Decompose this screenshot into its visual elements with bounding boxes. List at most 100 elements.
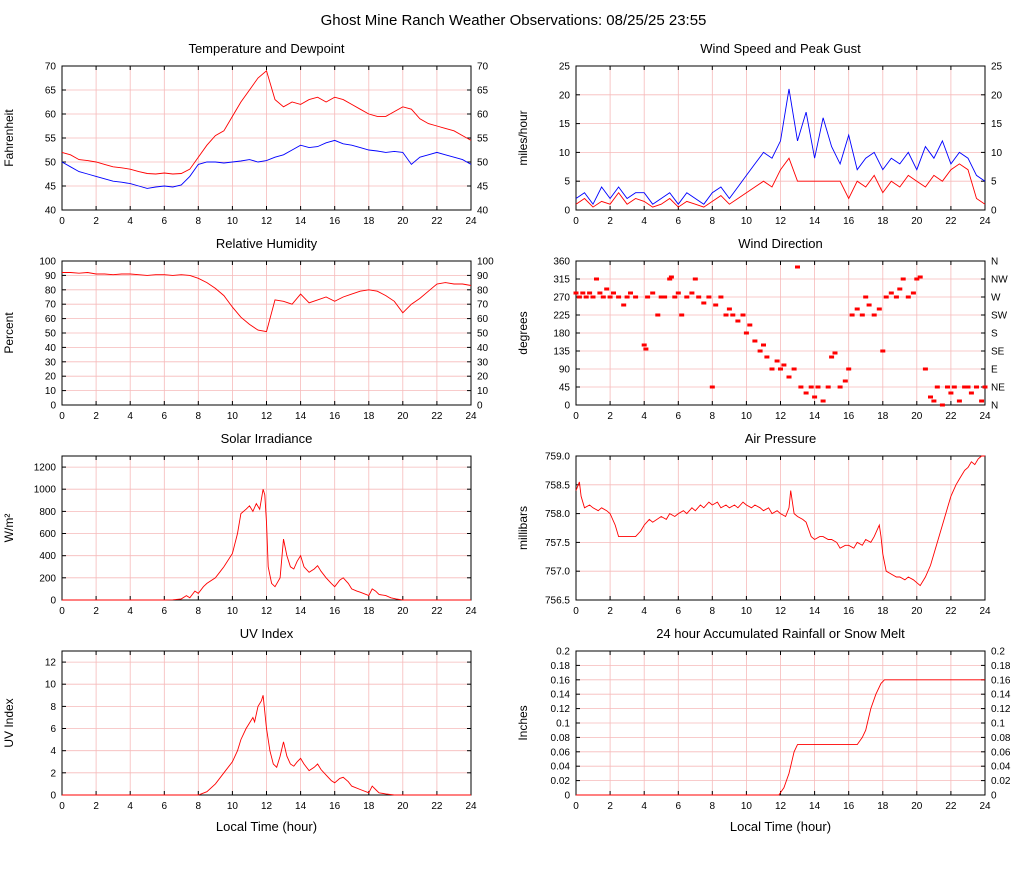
svg-text:16: 16 bbox=[843, 801, 855, 812]
svg-text:24: 24 bbox=[465, 216, 477, 227]
plot-border bbox=[61, 260, 472, 406]
axis-ticks bbox=[575, 455, 986, 601]
svg-text:12: 12 bbox=[261, 606, 273, 617]
svg-text:4: 4 bbox=[127, 411, 133, 422]
svg-text:0: 0 bbox=[991, 206, 997, 217]
svg-text:315: 315 bbox=[553, 275, 570, 286]
svg-text:22: 22 bbox=[431, 216, 443, 227]
svg-text:40: 40 bbox=[45, 206, 57, 217]
svg-text:0.2: 0.2 bbox=[556, 647, 570, 658]
svg-text:1000: 1000 bbox=[34, 485, 57, 496]
svg-text:90: 90 bbox=[559, 365, 571, 376]
svg-text:12: 12 bbox=[775, 801, 787, 812]
svg-text:0: 0 bbox=[59, 411, 65, 422]
chart-title: 24 hour Accumulated Rainfall or Snow Mel… bbox=[656, 626, 905, 641]
svg-text:24: 24 bbox=[465, 606, 477, 617]
svg-text:10: 10 bbox=[227, 411, 239, 422]
svg-text:12: 12 bbox=[775, 606, 787, 617]
svg-text:45: 45 bbox=[45, 182, 57, 193]
svg-text:0: 0 bbox=[59, 606, 65, 617]
svg-text:40: 40 bbox=[477, 343, 489, 354]
svg-text:S: S bbox=[991, 329, 998, 340]
svg-text:2: 2 bbox=[93, 216, 99, 227]
svg-text:25: 25 bbox=[559, 62, 571, 73]
y-axis-label: UV Index bbox=[2, 698, 16, 747]
svg-text:24: 24 bbox=[979, 216, 991, 227]
svg-text:E: E bbox=[991, 365, 998, 376]
svg-text:6: 6 bbox=[162, 606, 168, 617]
svg-text:18: 18 bbox=[877, 411, 889, 422]
svg-text:6: 6 bbox=[162, 801, 168, 812]
svg-text:20: 20 bbox=[991, 90, 1003, 101]
svg-text:SE: SE bbox=[991, 347, 1005, 358]
svg-text:14: 14 bbox=[809, 411, 821, 422]
series-accumulated-rainfall bbox=[576, 679, 985, 796]
svg-text:2: 2 bbox=[93, 411, 99, 422]
svg-text:22: 22 bbox=[945, 411, 957, 422]
tick-labels: 0 2 4 6 8 10 12 14 16 18 20 22 240459013518022527031… bbox=[553, 257, 1008, 423]
svg-text:65: 65 bbox=[45, 86, 57, 97]
svg-text:180: 180 bbox=[553, 329, 570, 340]
svg-text:22: 22 bbox=[431, 411, 443, 422]
svg-text:0: 0 bbox=[564, 206, 570, 217]
svg-text:14: 14 bbox=[295, 801, 307, 812]
grid-lines bbox=[61, 65, 472, 211]
svg-text:0.12: 0.12 bbox=[551, 704, 571, 715]
x-axis-label: Local Time (hour) bbox=[215, 819, 318, 834]
svg-text:12: 12 bbox=[775, 411, 787, 422]
svg-text:8: 8 bbox=[710, 411, 716, 422]
svg-text:8: 8 bbox=[710, 801, 716, 812]
chart-title: Solar Irradiance bbox=[220, 431, 313, 446]
svg-text:20: 20 bbox=[397, 606, 409, 617]
svg-text:14: 14 bbox=[809, 606, 821, 617]
tick-labels: 0 2 4 6 8 10 12 14 16 18 20 22 24756.5757.0757.5758.… bbox=[545, 452, 991, 618]
y-axis-label: Fahrenheit bbox=[2, 109, 16, 167]
svg-text:8: 8 bbox=[196, 216, 202, 227]
svg-text:24: 24 bbox=[979, 801, 991, 812]
series-solar-irradiance bbox=[62, 489, 471, 601]
svg-text:100: 100 bbox=[477, 257, 494, 268]
chart-title: Temperature and Dewpoint bbox=[188, 41, 345, 56]
svg-text:1200: 1200 bbox=[34, 463, 57, 474]
svg-text:4: 4 bbox=[127, 216, 133, 227]
svg-text:2: 2 bbox=[93, 801, 99, 812]
svg-text:20: 20 bbox=[911, 216, 923, 227]
svg-text:0: 0 bbox=[59, 216, 65, 227]
plot-border bbox=[61, 65, 472, 211]
svg-text:0: 0 bbox=[564, 401, 570, 412]
grid-lines bbox=[61, 651, 472, 796]
tick-labels: 0 2 4 6 8 10 12 14 16 18 20 22 240102030405060708090… bbox=[39, 257, 494, 423]
svg-text:0: 0 bbox=[573, 216, 579, 227]
weather-dashboard: Ghost Mine Ranch Weather Observations: 0… bbox=[2, 12, 1027, 834]
svg-text:8: 8 bbox=[196, 411, 202, 422]
svg-text:4: 4 bbox=[641, 216, 647, 227]
svg-text:0: 0 bbox=[50, 791, 56, 802]
x-axis-label: Local Time (hour) bbox=[729, 819, 832, 834]
svg-text:16: 16 bbox=[329, 801, 341, 812]
svg-text:20: 20 bbox=[397, 411, 409, 422]
svg-text:18: 18 bbox=[363, 606, 375, 617]
svg-text:20: 20 bbox=[477, 372, 489, 383]
svg-text:18: 18 bbox=[363, 411, 375, 422]
svg-text:12: 12 bbox=[261, 801, 273, 812]
series-air-pressure bbox=[575, 455, 985, 587]
svg-text:4: 4 bbox=[127, 801, 133, 812]
svg-text:4: 4 bbox=[127, 606, 133, 617]
svg-text:0.02: 0.02 bbox=[551, 776, 571, 787]
solar-irradiance-plot: 0 2 4 6 8 10 12 14 16 18 20 22 240200400600800100012… bbox=[2, 455, 477, 617]
plot-border bbox=[575, 260, 986, 406]
chart-title: Wind Direction bbox=[738, 236, 823, 251]
tick-labels: 0 2 4 6 8 10 12 14 16 18 20 22 240200400600800100012… bbox=[34, 463, 477, 617]
svg-text:758.0: 758.0 bbox=[545, 509, 570, 520]
svg-text:22: 22 bbox=[945, 606, 957, 617]
svg-text:20: 20 bbox=[911, 411, 923, 422]
svg-text:55: 55 bbox=[477, 134, 489, 145]
svg-text:6: 6 bbox=[162, 411, 168, 422]
svg-text:0: 0 bbox=[50, 596, 56, 607]
svg-text:70: 70 bbox=[477, 300, 489, 311]
svg-text:50: 50 bbox=[45, 158, 57, 169]
svg-text:16: 16 bbox=[843, 606, 855, 617]
svg-text:0.06: 0.06 bbox=[551, 747, 571, 758]
svg-text:18: 18 bbox=[877, 606, 889, 617]
chart-wind-speed-gust: Wind Speed and Peak Gust 0 2 4 6 8 10 12 14 16 18… bbox=[514, 41, 1027, 234]
